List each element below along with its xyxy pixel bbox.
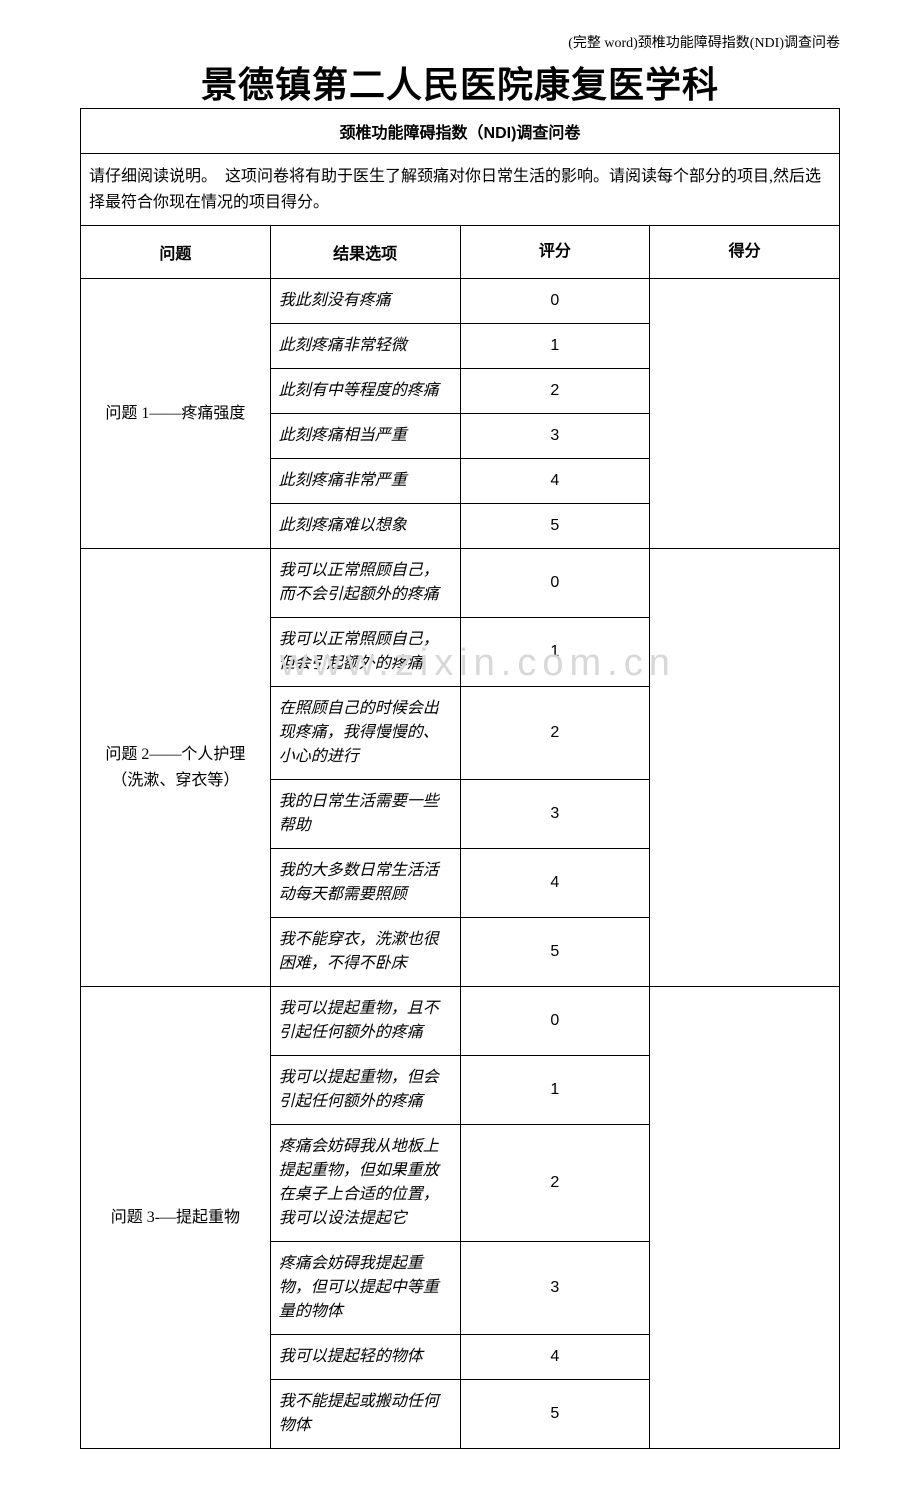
option-score: 3 xyxy=(460,414,650,459)
table-row: 问题 1——疼痛强度 我此刻没有疼痛 0 xyxy=(81,279,840,324)
subtitle-row: 颈椎功能障碍指数（NDI)调查问卷 xyxy=(81,109,840,154)
col-header-result: 得分 xyxy=(650,226,840,279)
col-header-question: 问题 xyxy=(81,226,271,279)
page-container: www.zixin.com.cn (完整 word)颈椎功能障碍指数(NDI)调… xyxy=(80,32,840,1449)
option-score: 0 xyxy=(460,279,650,324)
option-text: 我不能提起或搬动任何物体 xyxy=(270,1380,460,1449)
option-text: 疼痛会妨碍我提起重物，但可以提起中等重量的物体 xyxy=(270,1242,460,1335)
option-text: 我可以提起重物，但会引起任何额外的疼痛 xyxy=(270,1056,460,1125)
option-score: 1 xyxy=(460,618,650,687)
option-score: 0 xyxy=(460,549,650,618)
option-score: 4 xyxy=(460,1335,650,1380)
option-text: 我的大多数日常生活活动每天都需要照顾 xyxy=(270,849,460,918)
option-text: 在照顾自己的时候会出现疼痛，我得慢慢的、小心的进行 xyxy=(270,687,460,780)
table-row: 问题 2——个人护理（洗漱、穿衣等） 我可以正常照顾自己，而不会引起额外的疼痛 … xyxy=(81,549,840,618)
option-text: 此刻疼痛难以想象 xyxy=(270,504,460,549)
question-label: 问题 1——疼痛强度 xyxy=(81,279,271,549)
option-text: 此刻疼痛非常轻微 xyxy=(270,324,460,369)
instructions-row: 请仔细阅读说明。 这项问卷将有助于医生了解颈痛对你日常生活的影响。请阅读每个部分… xyxy=(81,154,840,226)
question-label: 问题 3-—提起重物 xyxy=(81,987,271,1449)
option-score: 0 xyxy=(460,987,650,1056)
option-text: 我可以提起重物，且不引起任何额外的疼痛 xyxy=(270,987,460,1056)
option-text: 我的日常生活需要一些帮助 xyxy=(270,780,460,849)
option-score: 1 xyxy=(460,324,650,369)
option-text: 此刻疼痛非常严重 xyxy=(270,459,460,504)
option-score: 2 xyxy=(460,369,650,414)
option-score: 1 xyxy=(460,1056,650,1125)
instructions-cell: 请仔细阅读说明。 这项问卷将有助于医生了解颈痛对你日常生活的影响。请阅读每个部分… xyxy=(81,154,840,226)
option-text: 我不能穿衣，洗漱也很困难，不得不卧床 xyxy=(270,918,460,987)
option-score: 3 xyxy=(460,780,650,849)
option-text: 此刻疼痛相当严重 xyxy=(270,414,460,459)
option-score: 2 xyxy=(460,1125,650,1242)
question-label: 问题 2——个人护理（洗漱、穿衣等） xyxy=(81,549,271,987)
result-cell xyxy=(650,987,840,1449)
result-cell xyxy=(650,279,840,549)
col-header-score: 评分 xyxy=(460,226,650,279)
option-text: 我可以正常照顾自己，但会引起额外的疼痛 xyxy=(270,618,460,687)
option-text: 我此刻没有疼痛 xyxy=(270,279,460,324)
column-header-row: 问题 结果选项 评分 得分 xyxy=(81,226,840,279)
page-header-right: (完整 word)颈椎功能障碍指数(NDI)调查问卷 xyxy=(80,32,840,52)
table-row: 问题 3-—提起重物 我可以提起重物，且不引起任何额外的疼痛 0 xyxy=(81,987,840,1056)
option-score: 5 xyxy=(460,1380,650,1449)
option-score: 5 xyxy=(460,504,650,549)
option-score: 4 xyxy=(460,849,650,918)
option-score: 2 xyxy=(460,687,650,780)
subtitle-cell: 颈椎功能障碍指数（NDI)调查问卷 xyxy=(81,109,840,154)
main-title: 景德镇第二人民医院康复医学科 xyxy=(80,56,840,108)
option-text: 我可以正常照顾自己，而不会引起额外的疼痛 xyxy=(270,549,460,618)
result-cell xyxy=(650,549,840,987)
option-text: 我可以提起轻的物体 xyxy=(270,1335,460,1380)
option-text: 此刻有中等程度的疼痛 xyxy=(270,369,460,414)
option-score: 4 xyxy=(460,459,650,504)
option-score: 5 xyxy=(460,918,650,987)
col-header-options: 结果选项 xyxy=(270,226,460,279)
option-text: 疼痛会妨碍我从地板上提起重物，但如果重放在桌子上合适的位置，我可以设法提起它 xyxy=(270,1125,460,1242)
option-score: 3 xyxy=(460,1242,650,1335)
questionnaire-table: 颈椎功能障碍指数（NDI)调查问卷 请仔细阅读说明。 这项问卷将有助于医生了解颈… xyxy=(80,108,840,1449)
